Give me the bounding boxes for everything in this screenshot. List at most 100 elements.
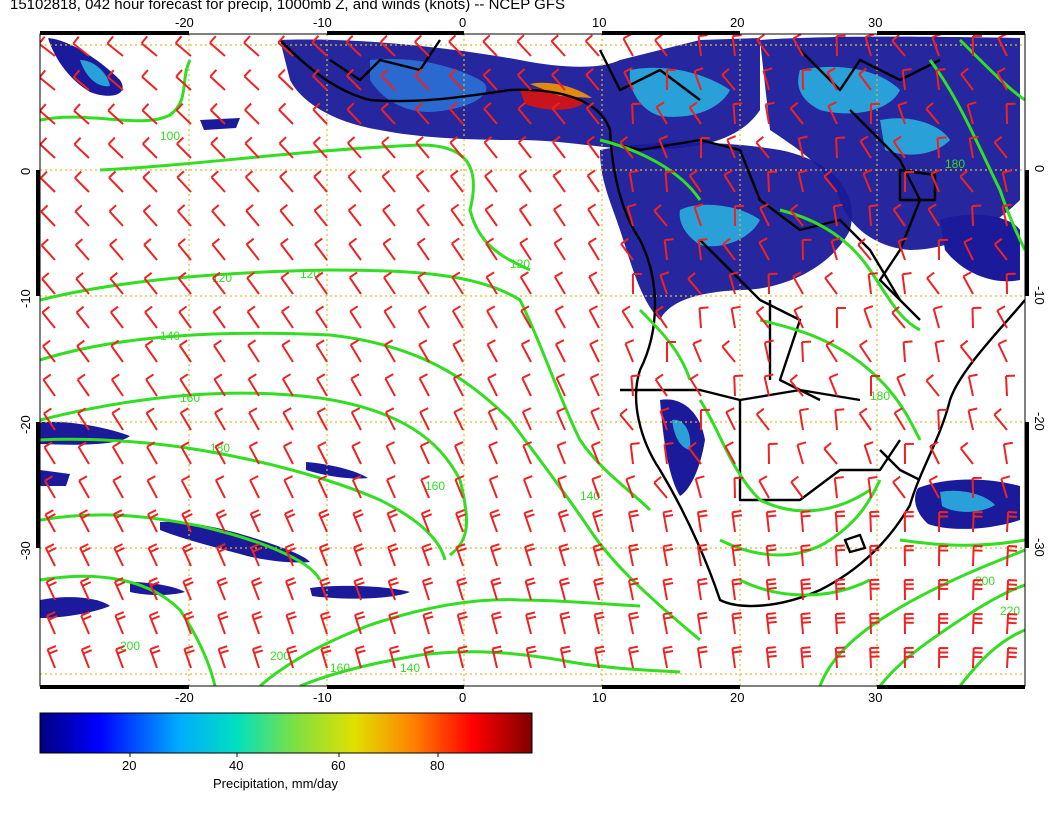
wind-barb bbox=[182, 611, 195, 635]
wind-barb bbox=[319, 611, 332, 635]
wind-barb bbox=[629, 442, 640, 465]
wind-barb bbox=[313, 204, 328, 227]
wind-barb bbox=[1006, 613, 1018, 635]
wind-barb bbox=[833, 476, 844, 499]
wind-barb bbox=[45, 543, 57, 567]
wind-barb bbox=[518, 203, 532, 227]
wind-barb bbox=[859, 135, 872, 159]
wind-barb bbox=[346, 68, 362, 91]
wind-barb bbox=[552, 135, 566, 159]
wind-barb bbox=[175, 103, 192, 125]
wind-barb bbox=[420, 475, 430, 499]
wind-barb bbox=[797, 135, 808, 159]
wind-barb bbox=[628, 169, 639, 193]
wind-barb bbox=[519, 237, 532, 261]
contour-label: 120 bbox=[212, 271, 232, 285]
wind-barb bbox=[277, 68, 294, 91]
wind-barb bbox=[414, 68, 430, 91]
lon-tick-label: 0 bbox=[459, 690, 466, 705]
wind-barb bbox=[176, 136, 192, 159]
wind-barb bbox=[217, 611, 229, 635]
wind-barb bbox=[628, 543, 639, 567]
wind-barb bbox=[834, 408, 845, 431]
wind-barb bbox=[183, 645, 195, 669]
lon-tick-label: -20 bbox=[175, 15, 194, 30]
wind-barb bbox=[834, 646, 846, 669]
wind-barb bbox=[834, 510, 846, 533]
wind-barb bbox=[891, 306, 906, 329]
wind-barb bbox=[589, 373, 600, 397]
wind-barb bbox=[901, 68, 912, 91]
wind-barb bbox=[626, 203, 637, 227]
wind-barb bbox=[283, 475, 294, 499]
wind-barb bbox=[553, 203, 566, 227]
wind-barb bbox=[522, 441, 532, 465]
wind-barb bbox=[144, 305, 158, 329]
wind-barb bbox=[246, 271, 260, 295]
wind-barb bbox=[42, 339, 56, 363]
wind-barb bbox=[450, 237, 464, 261]
wind-barb bbox=[971, 35, 982, 57]
wind-barb bbox=[177, 271, 192, 295]
wind-barb bbox=[450, 203, 464, 227]
wind-barb bbox=[828, 373, 839, 397]
wind-barb bbox=[386, 475, 396, 499]
wind-barb bbox=[759, 203, 770, 227]
wind-barb bbox=[590, 407, 600, 431]
wind-barb bbox=[938, 647, 949, 669]
wind-barb bbox=[40, 204, 56, 227]
lat-labels-left: 0 -10 -20 -30 bbox=[18, 168, 33, 560]
wind-barb bbox=[280, 237, 294, 261]
wind-barb bbox=[725, 407, 736, 431]
wind-barb bbox=[903, 442, 914, 465]
wind-barb bbox=[868, 204, 879, 227]
wind-barb bbox=[354, 611, 366, 635]
wind-barb bbox=[216, 543, 228, 567]
wind-barb bbox=[689, 373, 702, 397]
wind-barb bbox=[658, 135, 668, 159]
colorbar-gradient bbox=[39, 712, 533, 754]
wind-barb bbox=[312, 102, 328, 125]
contour-label: 160 bbox=[180, 391, 200, 405]
wind-barb bbox=[348, 271, 362, 295]
wind-barb bbox=[44, 475, 56, 499]
wind-barb bbox=[314, 237, 328, 261]
wind-barb bbox=[349, 305, 362, 329]
contour-label: 200 bbox=[270, 649, 290, 663]
wind-barb bbox=[174, 35, 192, 57]
wind-barb bbox=[144, 339, 158, 363]
wind-barb bbox=[726, 135, 737, 159]
wind-barb bbox=[42, 373, 56, 397]
wind-barb bbox=[557, 509, 569, 533]
wind-barb bbox=[72, 35, 90, 57]
wind-barb bbox=[655, 101, 668, 125]
wind-barb bbox=[654, 373, 668, 397]
wind-barb bbox=[79, 577, 92, 601]
lat-tick-label: -20 bbox=[1032, 412, 1047, 431]
wind-barb bbox=[248, 441, 260, 465]
wind-barb bbox=[830, 237, 841, 261]
wind-barbs bbox=[40, 34, 1018, 669]
wind-barb bbox=[654, 305, 668, 329]
wind-barb bbox=[966, 101, 977, 125]
wind-barb bbox=[243, 69, 260, 91]
wind-barb bbox=[281, 373, 294, 397]
wind-barb bbox=[789, 101, 804, 125]
axis-frame bbox=[36, 31, 1029, 689]
wind-barb bbox=[78, 509, 91, 533]
wind-barb bbox=[593, 611, 605, 635]
wind-barb bbox=[789, 203, 804, 227]
wind-barb bbox=[993, 408, 1008, 431]
wind-barb bbox=[141, 103, 158, 125]
wind-barb bbox=[623, 67, 634, 91]
wind-barb bbox=[762, 67, 773, 91]
wind-barb bbox=[758, 475, 770, 499]
wind-barb bbox=[518, 169, 532, 193]
wind-barb bbox=[419, 407, 430, 431]
contour-label: 160 bbox=[425, 479, 445, 493]
wind-barb bbox=[75, 272, 90, 295]
contour-label: 180 bbox=[945, 157, 965, 171]
wind-barb bbox=[180, 441, 192, 465]
wind-barb bbox=[869, 103, 880, 125]
wind-barb bbox=[929, 441, 940, 465]
